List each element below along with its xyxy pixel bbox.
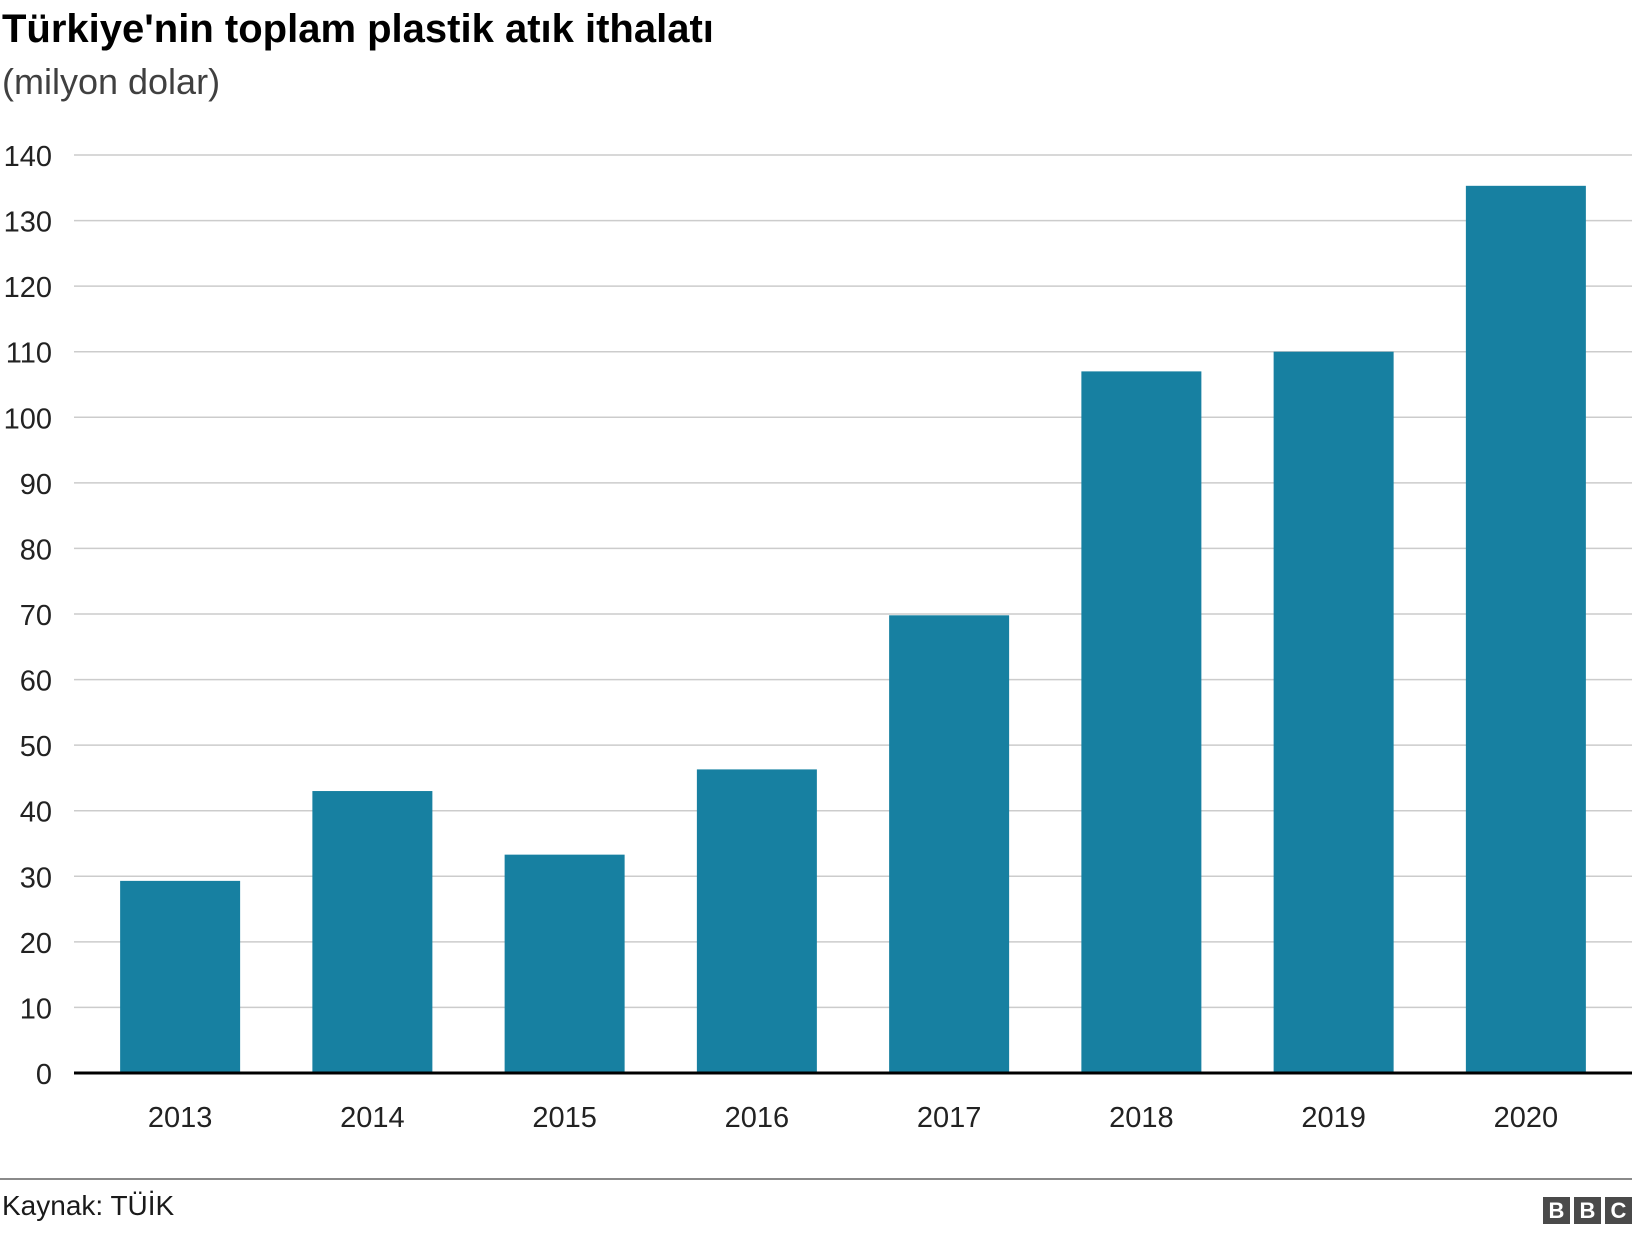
x-tick-label: 2018 xyxy=(1109,1102,1174,1134)
source-note: Kaynak: TÜİK xyxy=(2,1190,175,1221)
bar-2014 xyxy=(312,791,433,1073)
axes: 0 10 20 30 40 50 60 70 80 90 100 110 120 130 140 2013 20… xyxy=(4,141,1632,1134)
y-tick-label: 30 xyxy=(20,862,52,894)
x-tick-label: 2015 xyxy=(532,1102,597,1134)
x-tick-label: 2020 xyxy=(1494,1102,1559,1134)
y-tick-label: 90 xyxy=(20,469,52,501)
bar-2020 xyxy=(1465,185,1586,1073)
footer-divider xyxy=(0,1178,1632,1180)
bar-2018 xyxy=(1081,371,1202,1073)
y-tick-label: 50 xyxy=(20,731,52,763)
logo-letter: C xyxy=(1605,1197,1632,1224)
y-tick-label: 140 xyxy=(4,141,52,173)
logo-letter: B xyxy=(1574,1197,1601,1224)
bar-2017 xyxy=(889,615,1010,1073)
bar-2015 xyxy=(504,854,625,1073)
y-tick-label: 20 xyxy=(20,928,52,960)
bar-chart: 0 10 20 30 40 50 60 70 80 90 100 110 120 130 140 2013 20… xyxy=(4,141,1632,1134)
y-tick-label: 70 xyxy=(20,600,52,632)
chart-title: Türkiye'nin toplam plastik atık ithalatı xyxy=(2,7,714,51)
y-tick-label: 40 xyxy=(20,797,52,829)
chart-subtitle: (milyon dolar) xyxy=(2,61,221,102)
y-tick-label: 0 xyxy=(36,1059,52,1091)
x-tick-label: 2017 xyxy=(917,1102,982,1134)
y-tick-label: 10 xyxy=(20,993,52,1025)
gridlines xyxy=(74,154,1632,1009)
y-tick-label: 110 xyxy=(6,338,52,370)
x-tick-label: 2013 xyxy=(148,1102,213,1134)
bar-2019 xyxy=(1273,351,1394,1073)
x-tick-label: 2016 xyxy=(725,1102,790,1134)
bbc-logo: B B C xyxy=(1543,1197,1632,1224)
y-tick-label: 120 xyxy=(4,272,52,304)
y-tick-label: 60 xyxy=(20,666,52,698)
bar-2016 xyxy=(696,769,817,1073)
x-tick-label: 2014 xyxy=(340,1102,405,1134)
bars xyxy=(120,185,1586,1073)
y-tick-label: 130 xyxy=(4,207,52,239)
y-tick-label: 100 xyxy=(4,403,52,435)
bar-2013 xyxy=(120,880,241,1073)
y-tick-label: 80 xyxy=(20,534,52,566)
logo-letter: B xyxy=(1543,1197,1570,1224)
x-tick-label: 2019 xyxy=(1301,1102,1366,1134)
